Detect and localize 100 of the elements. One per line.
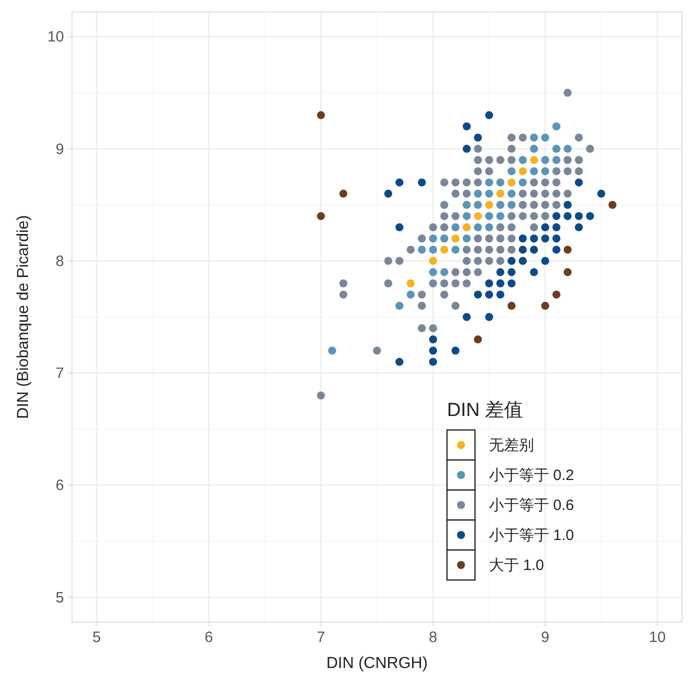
point xyxy=(586,212,594,220)
y-tick-label: 9 xyxy=(56,140,64,158)
point xyxy=(541,256,550,265)
point xyxy=(508,268,516,276)
point xyxy=(608,200,616,209)
point xyxy=(429,256,438,265)
point xyxy=(530,156,538,164)
point xyxy=(429,234,438,243)
x-axis-title: DIN (CNRGH) xyxy=(326,655,428,672)
point xyxy=(462,313,471,321)
legend-label: 小于等于 1.0 xyxy=(489,527,574,544)
point xyxy=(518,246,527,254)
point xyxy=(530,268,538,276)
point xyxy=(552,246,560,254)
point xyxy=(541,234,550,243)
point xyxy=(485,200,494,209)
point xyxy=(462,212,471,220)
point xyxy=(418,246,426,254)
point xyxy=(541,302,550,310)
point xyxy=(485,111,494,120)
point xyxy=(552,290,560,299)
point xyxy=(496,200,504,209)
point xyxy=(462,200,471,209)
y-tick-label: 6 xyxy=(56,477,64,494)
point xyxy=(508,167,516,176)
point xyxy=(508,190,516,198)
x-tick-label: 8 xyxy=(428,629,438,646)
legend-title: DIN 差值 xyxy=(447,400,523,421)
x-tick-label: 9 xyxy=(541,629,550,646)
point xyxy=(451,346,460,355)
y-tick-label: 5 xyxy=(56,589,64,606)
point xyxy=(316,212,325,220)
point xyxy=(474,335,482,344)
point xyxy=(418,178,426,186)
point xyxy=(530,234,538,243)
y-tick-label: 7 xyxy=(56,365,64,382)
point xyxy=(541,134,550,142)
point xyxy=(462,144,471,153)
point xyxy=(508,256,516,265)
legend-label: 无差别 xyxy=(489,437,534,454)
point xyxy=(552,122,560,130)
point xyxy=(496,279,504,288)
point xyxy=(474,200,482,209)
point xyxy=(541,156,550,164)
point xyxy=(451,246,460,254)
point xyxy=(530,134,538,142)
point xyxy=(406,279,415,288)
point xyxy=(440,246,448,254)
point xyxy=(440,234,448,243)
point xyxy=(496,268,504,276)
point xyxy=(462,223,471,232)
legend-label: 小于等于 0.2 xyxy=(489,467,574,484)
point xyxy=(574,212,583,220)
y-tick-label: 10 xyxy=(47,28,64,46)
point xyxy=(508,178,516,186)
y-tick-label: 8 xyxy=(56,252,64,270)
point xyxy=(541,223,550,232)
point xyxy=(485,212,494,220)
point xyxy=(451,223,460,232)
point xyxy=(328,346,336,355)
point xyxy=(508,279,516,288)
point xyxy=(574,223,583,232)
point xyxy=(530,144,538,153)
point xyxy=(552,156,560,164)
point xyxy=(474,212,482,220)
point xyxy=(518,156,527,164)
point xyxy=(485,190,494,198)
point xyxy=(485,290,494,299)
point xyxy=(574,178,583,186)
point xyxy=(384,190,392,198)
point xyxy=(474,290,482,299)
point xyxy=(552,144,560,153)
legend-label: 大于 1.0 xyxy=(489,557,544,574)
point xyxy=(474,223,482,232)
point xyxy=(508,200,516,209)
point xyxy=(485,313,494,321)
legend-label: 小于等于 0.6 xyxy=(489,497,574,514)
point xyxy=(552,223,560,232)
point xyxy=(564,144,572,153)
point xyxy=(429,335,438,344)
point xyxy=(395,178,404,186)
point xyxy=(552,212,560,220)
point xyxy=(541,167,550,176)
point xyxy=(530,167,538,176)
x-tick-label: 5 xyxy=(92,629,101,646)
point xyxy=(564,212,572,220)
point xyxy=(406,290,415,299)
point xyxy=(530,246,538,254)
point xyxy=(440,268,448,276)
point xyxy=(395,302,404,310)
point xyxy=(339,190,348,198)
point xyxy=(564,268,572,276)
point xyxy=(316,111,325,120)
point xyxy=(508,302,516,310)
point xyxy=(552,234,560,243)
point xyxy=(451,234,460,243)
point xyxy=(518,167,527,176)
point xyxy=(429,346,438,355)
point xyxy=(429,268,438,276)
point xyxy=(395,223,404,232)
